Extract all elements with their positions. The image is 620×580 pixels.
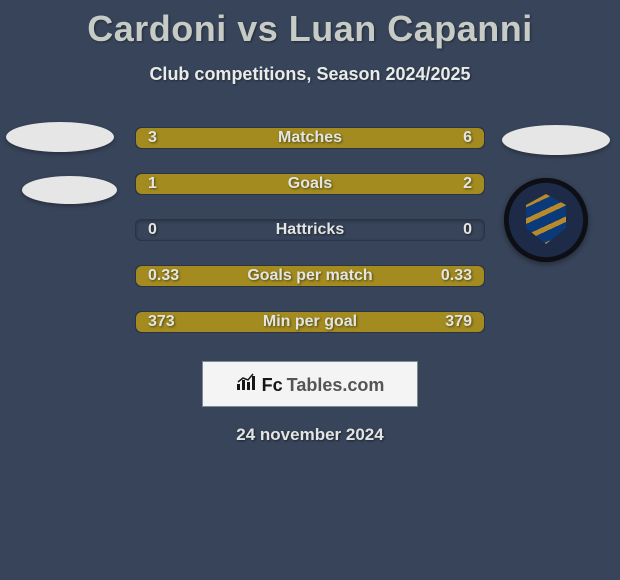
stat-value-right: 0 [463,221,472,239]
stat-row: Min per goal373 379 [0,299,620,345]
brand-suffix: Tables.com [287,375,385,396]
stats-area: Matches3 6 Goals1 2 Hattricks0 0 Goals per mat… [0,115,620,345]
stat-value-right: 6 [463,129,472,147]
brand-logo: FcTables.com [236,373,385,396]
chart-icon [236,373,258,391]
brand-prefix: Fc [262,375,283,396]
page-title: Cardoni vs Luan Capanni [0,0,620,50]
stat-value-left: 3 [148,129,157,147]
stat-row: Hattricks0 0 [0,207,620,253]
stat-value-left: 0.33 [148,267,179,285]
stat-label: Hattricks [0,221,620,239]
stat-value-right: 2 [463,175,472,193]
page-subtitle: Club competitions, Season 2024/2025 [0,64,620,85]
stat-label: Matches [0,129,620,147]
stat-value-left: 0 [148,221,157,239]
stat-label: Goals per match [0,267,620,285]
stat-value-right: 0.33 [441,267,472,285]
stat-row: Goals per match0.33 0.33 [0,253,620,299]
stat-value-left: 373 [148,313,175,331]
footer-badge: FcTables.com [202,361,418,407]
stat-value-right: 379 [445,313,472,331]
stat-label: Goals [0,175,620,193]
date-line: 24 november 2024 [0,425,620,445]
stat-value-left: 1 [148,175,157,193]
stat-row: Matches3 6 [0,115,620,161]
stat-label: Min per goal [0,313,620,331]
stat-row: Goals1 2 [0,161,620,207]
